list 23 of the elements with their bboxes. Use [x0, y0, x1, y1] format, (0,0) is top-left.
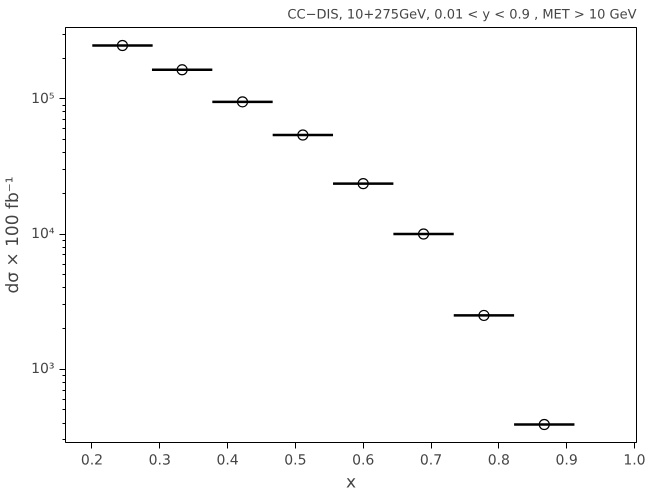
x-tick-label: 0.5 [284, 452, 307, 468]
x-tick-label: 0.2 [80, 452, 104, 468]
x-tick-label: 0.6 [352, 452, 374, 468]
x-tick-label: 1.0 [623, 452, 646, 468]
point [478, 310, 490, 322]
point [418, 228, 430, 240]
x-tick-label: 0.8 [488, 452, 510, 468]
y-tick-label: 10⁴ [31, 226, 55, 242]
x-tick-label: 0.7 [420, 452, 442, 468]
point [176, 64, 188, 76]
point [236, 96, 248, 108]
chart-title: CC−DIS, 10+275GeV, 0.01 < y < 0.9 , MET > 10 GeV [287, 8, 637, 22]
point [297, 129, 308, 141]
x-tick-label: 0.3 [148, 452, 171, 468]
x-tick-label: 0.9 [556, 452, 578, 468]
y-tick-label: 10³ [31, 361, 55, 378]
x-tick-label: 0.4 [216, 452, 239, 468]
y-axis-title: dσ × 100 fb⁻¹ [3, 176, 24, 294]
point [538, 418, 550, 430]
y-tick-label: 10⁵ [31, 90, 55, 107]
point [358, 178, 369, 190]
point [116, 40, 128, 52]
x-axis-title: x [346, 472, 356, 492]
